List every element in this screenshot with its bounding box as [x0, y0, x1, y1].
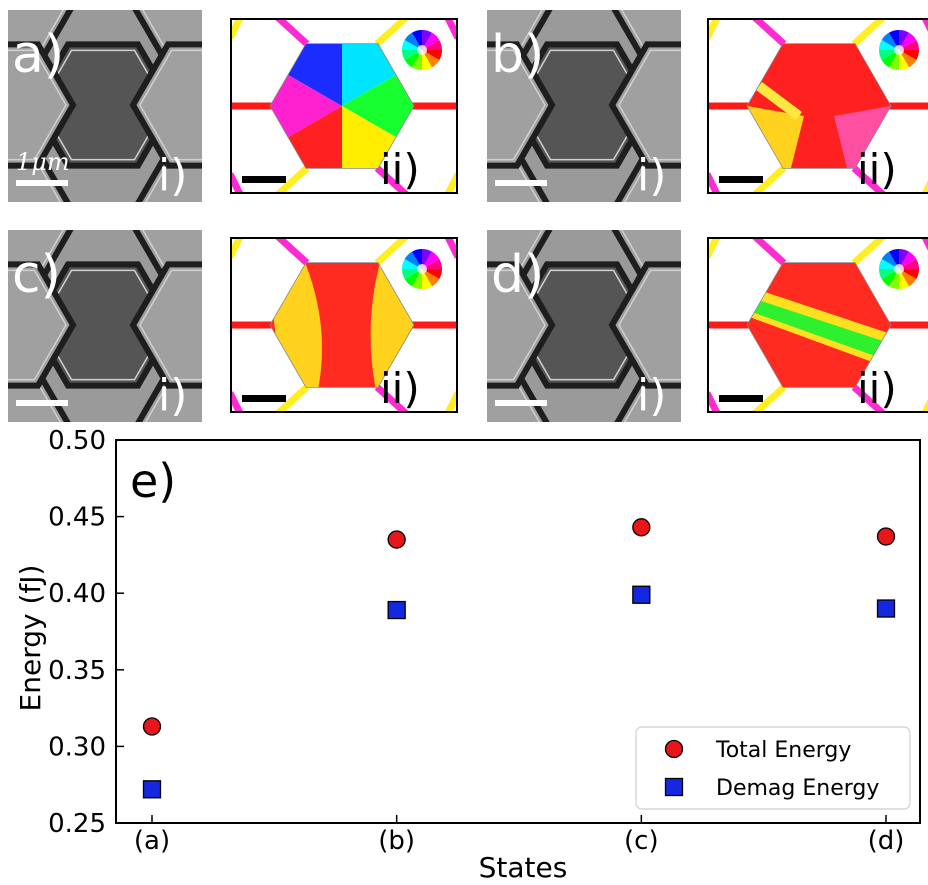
legend-marker — [664, 739, 684, 759]
simulation-tag: ii) — [857, 145, 897, 194]
y-tick-label: 0.25 — [48, 809, 106, 839]
data-point — [876, 599, 896, 618]
scale-bar — [719, 395, 763, 402]
panel-label-e: e) — [130, 454, 176, 508]
x-tick-label: (d) — [868, 826, 905, 856]
x-tick-label: (b) — [378, 826, 415, 856]
micrograph-1: a) i) 1μm — [8, 10, 202, 202]
color-wheel-icon — [879, 30, 919, 70]
data-point — [142, 717, 162, 736]
micrograph-tag: i) — [637, 370, 666, 421]
color-wheel-icon — [402, 249, 442, 289]
data-point — [387, 530, 406, 549]
data-point — [876, 527, 896, 546]
scale-bar — [495, 180, 547, 186]
data-point — [632, 518, 651, 537]
micrograph-2: b) i) — [487, 10, 681, 202]
legend-label: Total Energy — [715, 738, 851, 763]
legend: Total Energy Demag Energy — [635, 726, 911, 810]
x-axis-label: States — [479, 851, 568, 884]
micrograph-tag: i) — [637, 150, 666, 201]
y-tick-label: 0.30 — [48, 732, 106, 762]
y-tick-label: 0.50 — [48, 426, 106, 456]
y-tick-label: 0.45 — [48, 503, 106, 533]
simulation-3: ii) — [230, 237, 458, 413]
data-point — [387, 600, 406, 620]
scale-bar — [495, 400, 547, 406]
simulation-tag: ii) — [380, 364, 420, 413]
data-point — [142, 780, 162, 799]
data-marks — [142, 518, 896, 799]
energy-chart: 0.25 0.30 0.35 0.40 0.45 0.50 (a) (b) (c) (d) e)… — [14, 426, 921, 884]
y-axis-ticks: 0.25 0.30 0.35 0.40 0.45 0.50 — [48, 426, 124, 839]
scale-bar — [16, 180, 68, 186]
x-tick-label: (a) — [134, 826, 170, 856]
micrograph-tag: i) — [158, 370, 187, 421]
scale-label: 1μm — [16, 148, 70, 176]
micrograph-3: c) i) — [8, 230, 202, 422]
simulation-tag: ii) — [380, 145, 420, 194]
y-tick-label: 0.35 — [48, 656, 106, 686]
scale-bar — [242, 395, 286, 402]
y-tick-label: 0.40 — [48, 579, 106, 609]
scale-bar — [242, 176, 286, 183]
color-wheel-icon — [879, 249, 919, 289]
color-wheel-icon — [402, 30, 442, 70]
panel-letter: c) — [12, 245, 61, 305]
micrograph-4: d) i) — [487, 230, 681, 422]
plot-frame — [115, 439, 921, 824]
simulation-tag: ii) — [857, 364, 897, 413]
scale-bar — [16, 400, 68, 406]
scale-bar — [719, 176, 763, 183]
legend-box — [635, 726, 911, 810]
y-axis-label: Energy (fJ) — [14, 565, 47, 712]
simulation-1: ii) — [230, 18, 458, 194]
legend-label: Demag Energy — [716, 776, 879, 801]
panel-letter: d) — [491, 245, 544, 305]
x-axis-ticks: (a) (b) (c) (d) — [134, 815, 905, 856]
x-tick-label: (c) — [624, 826, 659, 856]
data-point — [632, 585, 651, 604]
simulation-4: ii) — [707, 237, 928, 413]
legend-marker — [664, 777, 684, 797]
micrograph-tag: i) — [158, 150, 187, 201]
panel-letter: b) — [491, 25, 544, 85]
simulation-2: ii) — [707, 18, 928, 194]
panel-letter: a) — [12, 25, 64, 85]
